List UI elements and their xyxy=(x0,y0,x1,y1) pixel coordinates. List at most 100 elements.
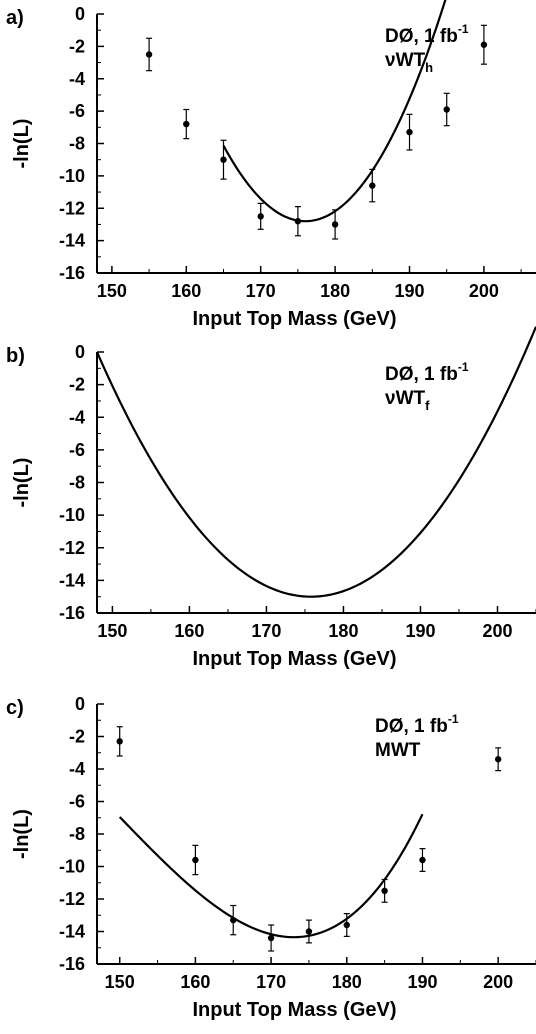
y-tick-label: -12 xyxy=(59,538,85,558)
y-axis-label: -ln(L) xyxy=(11,119,33,169)
data-point xyxy=(257,202,264,230)
y-tick-label: -16 xyxy=(59,603,85,623)
annotation-line2-sub: h xyxy=(425,60,433,75)
chart-panel-2: 0 -2 -4 -6 -8 -10 -12 -14 -16 150 160 170 180 190 200 I… xyxy=(6,326,536,670)
point-marker xyxy=(331,221,339,228)
point-marker xyxy=(116,738,123,745)
point-marker xyxy=(257,213,264,220)
y-tick-label: -8 xyxy=(69,824,85,844)
point-marker xyxy=(381,887,388,895)
y-tick-label: 0 xyxy=(75,4,85,24)
panel-label: a) xyxy=(6,7,24,29)
annotation-line2-text: MWT xyxy=(375,740,421,761)
annotation-line2: MWT xyxy=(375,740,421,761)
annotation-line2-sub: f xyxy=(425,398,430,413)
point-marker xyxy=(294,218,302,225)
y-axis-label: -ln(L) xyxy=(11,458,33,508)
point-marker xyxy=(183,120,190,128)
panel-label: c) xyxy=(6,697,24,719)
annotation-line1: DØ, 1 fb-1 xyxy=(375,712,459,737)
x-tick-label: 180 xyxy=(328,621,358,641)
data-point xyxy=(369,168,376,203)
y-tick-label: -10 xyxy=(59,857,85,877)
annotation-line1-sup: -1 xyxy=(448,712,459,726)
fit-curve xyxy=(118,813,424,939)
y-tick-label: 0 xyxy=(75,694,85,714)
annotation-line1-sup: -1 xyxy=(458,360,469,374)
y-tick-label: -10 xyxy=(59,166,85,186)
point-marker xyxy=(305,928,313,935)
x-tick-label: 170 xyxy=(246,281,276,301)
annotation-line2-text: νWT xyxy=(385,388,426,409)
y-tick-label: -14 xyxy=(59,231,85,251)
y-tick-label: -8 xyxy=(69,134,85,154)
y-tick-label: -2 xyxy=(69,727,85,747)
x-tick-label: 150 xyxy=(97,281,127,301)
annotation-line2: νWTf xyxy=(385,388,430,413)
annotation-line2-text: νWT xyxy=(385,50,426,71)
point-marker xyxy=(480,41,488,48)
point-marker xyxy=(145,51,153,58)
fit-curve xyxy=(95,326,536,598)
y-tick-label: -14 xyxy=(59,570,85,590)
data-point xyxy=(116,726,123,757)
point-marker xyxy=(192,856,199,864)
y-tick-label: -10 xyxy=(59,505,85,525)
data-point xyxy=(343,913,350,937)
data-point xyxy=(381,878,388,903)
y-tick-label: -14 xyxy=(59,922,85,942)
annotation-line1-text: DØ, 1 fb xyxy=(385,364,458,385)
y-tick-label: -4 xyxy=(69,69,85,89)
y-tick-label: 0 xyxy=(75,342,85,362)
data-point xyxy=(443,92,450,127)
point-marker xyxy=(267,934,275,942)
x-axis-label: Input Top Mass (GeV) xyxy=(192,999,396,1021)
annotation-line1-sup: -1 xyxy=(458,22,469,36)
x-tick-label: 190 xyxy=(405,621,435,641)
y-tick-label: -6 xyxy=(69,440,85,460)
point-marker xyxy=(494,756,502,763)
x-tick-label: 180 xyxy=(332,972,362,992)
annotation-line1: DØ, 1 fb-1 xyxy=(385,22,469,47)
data-point xyxy=(305,919,313,944)
y-tick-label: -4 xyxy=(69,759,85,779)
data-point xyxy=(294,206,302,237)
x-tick-label: 160 xyxy=(174,621,204,641)
x-tick-label: 150 xyxy=(105,972,135,992)
point-marker xyxy=(343,921,350,929)
y-tick-label: -16 xyxy=(59,954,85,974)
x-axis-label: Input Top Mass (GeV) xyxy=(192,648,396,670)
point-marker xyxy=(220,156,227,163)
y-tick-label: -12 xyxy=(59,198,85,218)
x-tick-label: 190 xyxy=(407,972,437,992)
x-tick-label: 150 xyxy=(97,621,127,641)
data-point xyxy=(331,209,339,240)
data-point xyxy=(220,139,227,180)
annotation-line1: DØ, 1 fb-1 xyxy=(385,360,469,385)
annotation-line1-text: DØ, 1 fb xyxy=(385,26,458,47)
x-axis-label: Input Top Mass (GeV) xyxy=(192,308,396,330)
x-tick-label: 200 xyxy=(469,281,499,301)
data-point xyxy=(494,747,502,772)
y-tick-label: -16 xyxy=(59,263,85,283)
data-point xyxy=(406,113,413,151)
y-tick-label: -4 xyxy=(69,407,85,427)
x-tick-label: 200 xyxy=(483,972,513,992)
panel-label: b) xyxy=(6,345,25,367)
chart-panel-3: 0 -2 -4 -6 -8 -10 -12 -14 -16 150 160 170 180 190 200 I… xyxy=(6,694,536,1021)
point-marker xyxy=(419,856,426,864)
y-tick-label: -2 xyxy=(69,36,85,56)
y-tick-label: -6 xyxy=(69,101,85,121)
x-tick-label: 170 xyxy=(251,621,281,641)
x-tick-label: 160 xyxy=(171,281,201,301)
y-tick-label: -6 xyxy=(69,792,85,812)
data-point xyxy=(419,848,426,872)
data-point xyxy=(145,37,153,72)
x-tick-label: 160 xyxy=(180,972,210,992)
annotation-line2: νWTh xyxy=(385,50,433,75)
x-tick-label: 200 xyxy=(482,621,512,641)
annotation-line1-text: DØ, 1 fb xyxy=(375,716,448,737)
x-tick-label: 190 xyxy=(394,281,424,301)
point-marker xyxy=(230,916,237,924)
point-marker xyxy=(443,106,450,113)
